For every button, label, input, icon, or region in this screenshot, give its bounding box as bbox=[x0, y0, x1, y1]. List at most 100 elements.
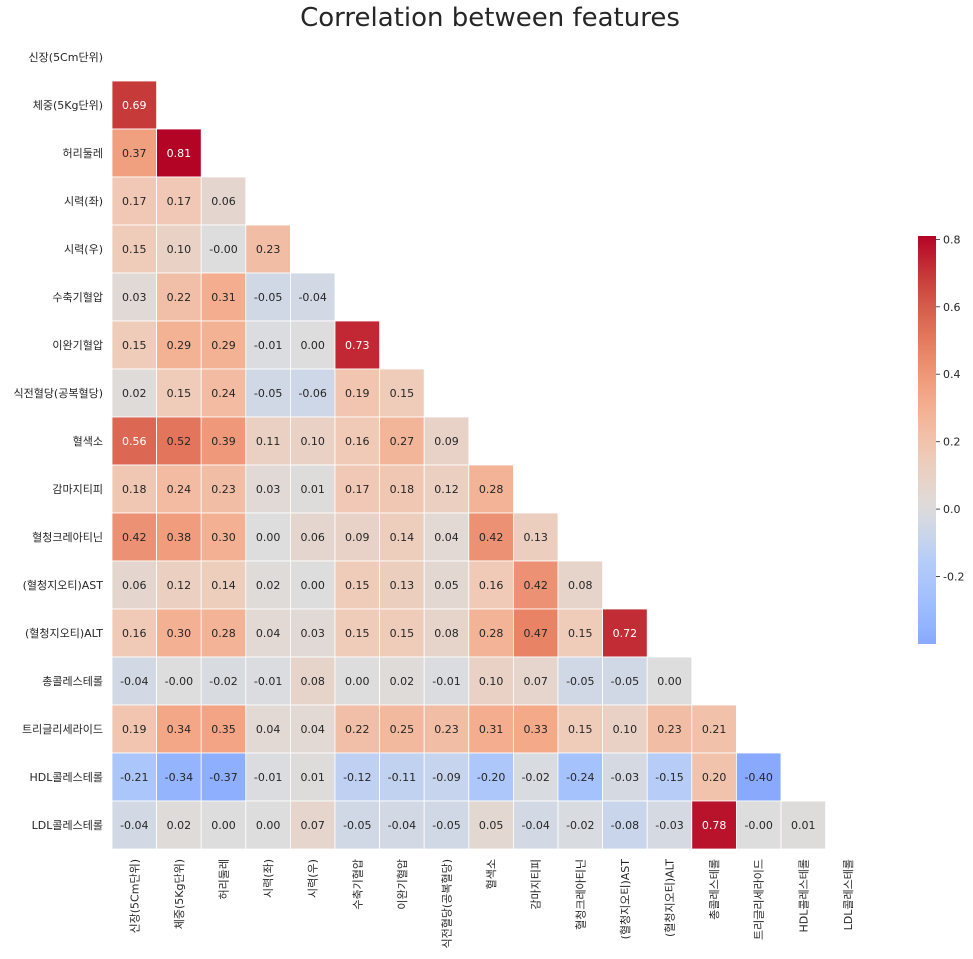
heatmap-cell-rect bbox=[602, 608, 648, 658]
heatmap-cell-rect bbox=[736, 800, 782, 850]
heatmap-cells: 0.69 0.37 0.81 0.17 0.17 0.06 0.15 0.10 -0.00 0.2… bbox=[111, 80, 826, 850]
heatmap-cell-label: -0.03 bbox=[655, 819, 683, 832]
heatmap-cell: -0.06 bbox=[289, 368, 336, 418]
heatmap-cell: 0.28 bbox=[200, 608, 247, 658]
heatmap-cell: 0.47 bbox=[513, 608, 559, 658]
colorbar-tick-label: 0.8 bbox=[943, 233, 961, 246]
heatmap-cell: 0.81 bbox=[156, 128, 202, 178]
heatmap-cell-label: 0.04 bbox=[434, 531, 459, 544]
heatmap-cell: 0.00 bbox=[245, 800, 291, 850]
heatmap-cell-rect bbox=[468, 512, 514, 562]
heatmap-cell-rect bbox=[513, 752, 559, 802]
heatmap-cell-label: 0.42 bbox=[122, 531, 147, 544]
heatmap-cell-label: 0.02 bbox=[256, 579, 281, 592]
heatmap-cell: 0.10 bbox=[468, 656, 514, 706]
heatmap-cell-label: 0.03 bbox=[256, 483, 281, 496]
heatmap-cell-label: 0.10 bbox=[613, 723, 638, 736]
row-tick-label: 트리글리세라이드 bbox=[22, 723, 103, 736]
heatmap-cell: -0.05 bbox=[334, 800, 380, 850]
heatmap-cell-rect bbox=[156, 368, 202, 418]
column-tick-label: 허리둘레 bbox=[218, 859, 231, 899]
heatmap-cell: 0.02 bbox=[111, 368, 157, 418]
heatmap-cell: 0.08 bbox=[423, 608, 470, 658]
heatmap-cell-label: 0.00 bbox=[256, 531, 281, 544]
heatmap-cell: 0.03 bbox=[289, 608, 336, 658]
heatmap-cell-rect bbox=[111, 608, 157, 658]
heatmap-cell: -0.05 bbox=[245, 368, 291, 418]
heatmap-cell: 0.08 bbox=[557, 560, 603, 610]
heatmap-cell-rect bbox=[334, 512, 380, 562]
heatmap-cell: 0.04 bbox=[289, 704, 336, 754]
heatmap-cell-rect bbox=[513, 800, 559, 850]
heatmap-cell: 0.09 bbox=[334, 512, 380, 562]
heatmap-cell: 0.04 bbox=[245, 704, 291, 754]
heatmap-cell-label: 0.30 bbox=[211, 531, 236, 544]
heatmap-cell-rect bbox=[557, 704, 603, 754]
heatmap-cell: 0.69 bbox=[111, 80, 157, 130]
heatmap-cell-label: -0.05 bbox=[254, 387, 282, 400]
heatmap-cell: 0.16 bbox=[111, 608, 157, 658]
heatmap-cell-rect bbox=[557, 560, 603, 610]
heatmap-cell-rect bbox=[200, 608, 247, 658]
heatmap-cell: 0.23 bbox=[200, 464, 247, 514]
heatmap-cell: -0.00 bbox=[156, 656, 202, 706]
heatmap-cell-rect bbox=[513, 512, 559, 562]
heatmap-cell: 0.06 bbox=[111, 560, 157, 610]
heatmap-cell-rect bbox=[334, 656, 380, 706]
heatmap-cell-label: 0.02 bbox=[167, 819, 192, 832]
heatmap-cell: 0.00 bbox=[334, 656, 380, 706]
heatmap-cell: 0.29 bbox=[200, 320, 247, 370]
heatmap-cell-label: 0.06 bbox=[211, 195, 236, 208]
heatmap-cell: 0.06 bbox=[289, 512, 336, 562]
heatmap-cell-rect bbox=[245, 224, 291, 274]
heatmap-cell: -0.24 bbox=[557, 752, 603, 802]
heatmap-cell-label: 0.15 bbox=[390, 627, 415, 640]
heatmap-cell: -0.40 bbox=[736, 752, 782, 802]
heatmap-cell: 0.14 bbox=[379, 512, 425, 562]
heatmap-cell: 0.29 bbox=[156, 320, 202, 370]
heatmap-cell-rect bbox=[111, 80, 157, 130]
heatmap-cell: 0.28 bbox=[468, 464, 514, 514]
heatmap-cell-rect bbox=[557, 656, 603, 706]
heatmap-cell-rect bbox=[111, 128, 157, 178]
heatmap-cell-rect bbox=[245, 800, 291, 850]
row-tick-label: 체중(5Kg단위) bbox=[33, 99, 103, 112]
heatmap-cell: 0.28 bbox=[468, 608, 514, 658]
column-tick-label: 트리글리세라이드 bbox=[753, 859, 766, 940]
heatmap-cell-label: 0.15 bbox=[568, 723, 593, 736]
heatmap-cell: 0.42 bbox=[513, 560, 559, 610]
heatmap-cell-label: 0.15 bbox=[122, 339, 147, 352]
heatmap-cell-rect bbox=[780, 800, 826, 850]
heatmap-cell-rect bbox=[423, 752, 470, 802]
heatmap-cell-label: 0.21 bbox=[702, 723, 727, 736]
heatmap-cell: 0.05 bbox=[423, 560, 470, 610]
heatmap-cell-rect bbox=[646, 656, 693, 706]
heatmap-cell-rect bbox=[200, 704, 247, 754]
colorbar-tick-label: 0.2 bbox=[943, 436, 961, 449]
heatmap-cell-label: -0.05 bbox=[611, 675, 639, 688]
heatmap-cell-rect bbox=[379, 704, 425, 754]
heatmap-cell-label: 0.24 bbox=[211, 387, 236, 400]
heatmap-cell-label: -0.11 bbox=[388, 771, 416, 784]
heatmap-cell-rect bbox=[379, 800, 425, 850]
heatmap-cell: 0.31 bbox=[468, 704, 514, 754]
heatmap-cell: -0.00 bbox=[200, 224, 247, 274]
heatmap-cell: 0.15 bbox=[334, 608, 380, 658]
row-tick-label: LDL콜레스테롤 bbox=[32, 819, 103, 832]
row-tick-label: 혈청크레아티닌 bbox=[32, 530, 103, 544]
column-tick-label: 시력(우) bbox=[307, 859, 320, 898]
heatmap-cell: 0.42 bbox=[111, 512, 157, 562]
colorbar: 0.8 0.6 0.4 0.2 0.0 -0.2 bbox=[918, 233, 964, 644]
heatmap-cell-rect bbox=[736, 752, 782, 802]
heatmap-cell-label: 0.07 bbox=[300, 819, 325, 832]
row-tick-label: 총콜레스테롤 bbox=[42, 675, 103, 688]
heatmap-cell-label: 0.24 bbox=[167, 483, 192, 496]
heatmap-cell: -0.05 bbox=[423, 800, 470, 850]
heatmap-cell-label: 0.15 bbox=[345, 627, 370, 640]
heatmap-cell-rect bbox=[245, 320, 291, 370]
heatmap-cell-label: 0.15 bbox=[568, 627, 593, 640]
heatmap-cell: 0.33 bbox=[513, 704, 559, 754]
heatmap-cell: 0.15 bbox=[557, 704, 603, 754]
chart-title: Correlation between features bbox=[300, 3, 680, 33]
heatmap-cell-rect bbox=[156, 608, 202, 658]
